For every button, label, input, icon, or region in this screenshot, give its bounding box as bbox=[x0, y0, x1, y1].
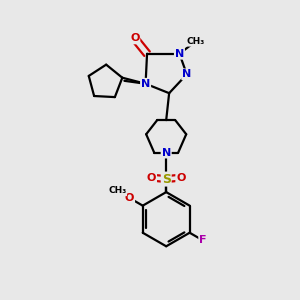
Text: N: N bbox=[162, 148, 171, 158]
Text: O: O bbox=[176, 172, 186, 183]
Text: F: F bbox=[199, 236, 207, 245]
Text: O: O bbox=[130, 33, 140, 43]
Text: S: S bbox=[162, 172, 171, 186]
Text: CH₃: CH₃ bbox=[187, 37, 205, 46]
Text: CH₃: CH₃ bbox=[108, 186, 126, 195]
Text: N: N bbox=[182, 69, 191, 79]
Text: N: N bbox=[175, 49, 184, 59]
Text: O: O bbox=[147, 172, 156, 183]
Text: O: O bbox=[125, 193, 134, 203]
Text: N: N bbox=[141, 79, 150, 89]
